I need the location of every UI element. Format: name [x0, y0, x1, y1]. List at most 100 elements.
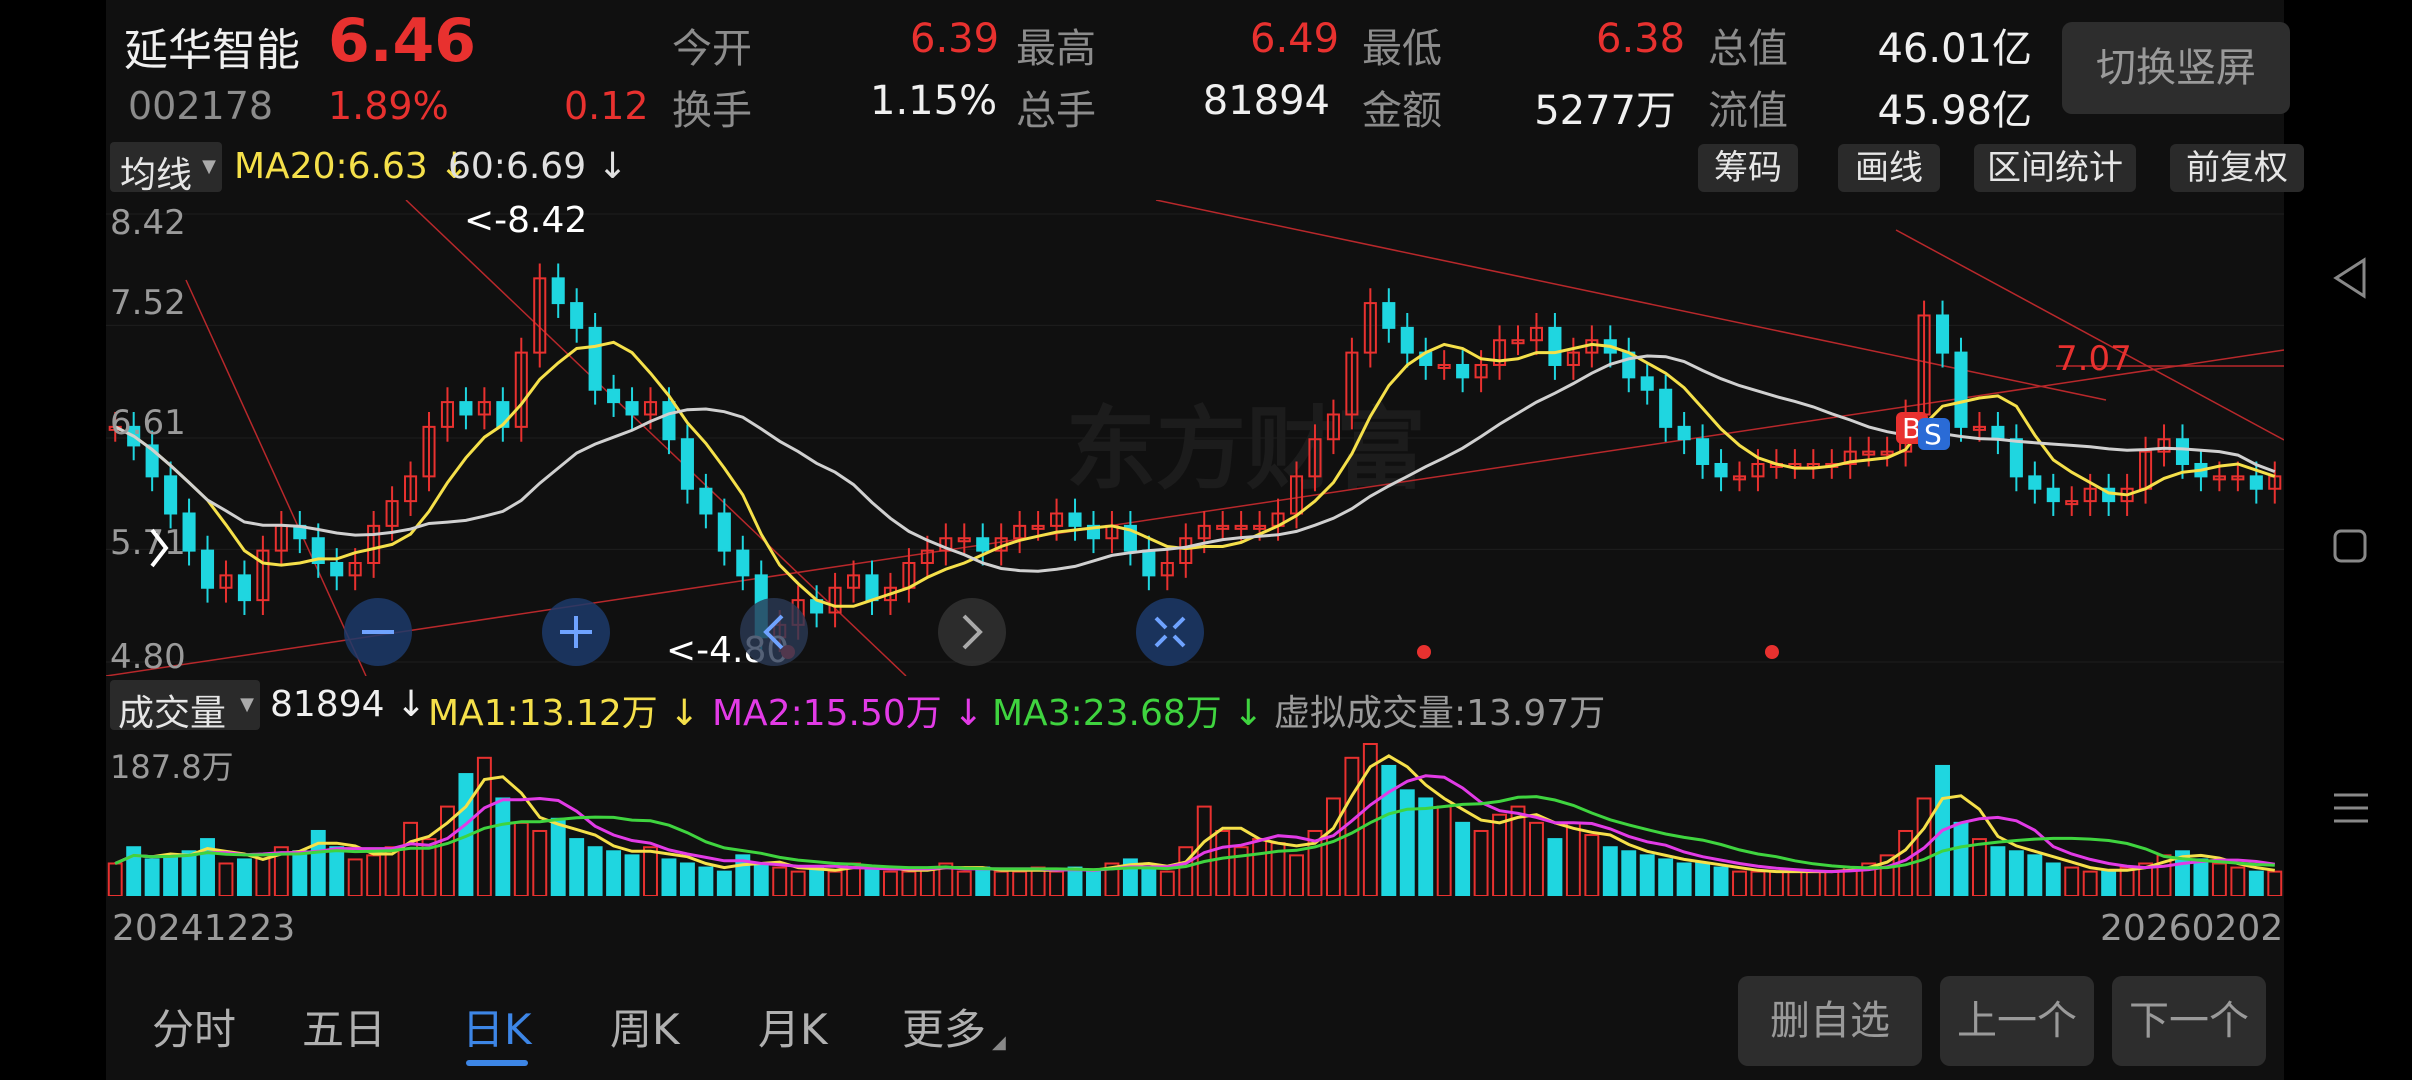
volume-bar [938, 862, 954, 896]
fit-screen-icon[interactable] [1136, 598, 1204, 666]
volume-bar [809, 866, 825, 896]
volume-selector[interactable]: 成交量 ▼ [110, 680, 260, 734]
candle-body [514, 351, 528, 428]
volume-bar [1824, 870, 1840, 896]
candle-body [1031, 524, 1045, 530]
price-axis-bottom: 4.80 [110, 637, 186, 676]
previous-stock-button[interactable]: 上一个 [1940, 976, 2094, 1066]
candle-body [1179, 537, 1193, 564]
tab-five-day[interactable]: 五日 [302, 1005, 387, 1054]
float-cap-label: 流值 [1708, 88, 1788, 134]
volume-bar [1086, 870, 1101, 896]
volume-bar [2082, 870, 2098, 896]
candle-body [551, 277, 565, 305]
candle-body [607, 388, 621, 404]
kline-chart[interactable]: 东方财富 8.42 7.52 6.61 5.71 4.80 <-8.42 <-4… [106, 200, 2284, 676]
candle-body [957, 537, 971, 543]
volume-bar [661, 858, 677, 896]
price-grid [106, 213, 2284, 663]
home-icon[interactable] [2332, 528, 2368, 564]
volume-selector-label: 成交量 [118, 693, 227, 734]
candle-body [1714, 462, 1728, 478]
volume-bar [2193, 858, 2209, 896]
volume-bar [1104, 862, 1120, 896]
switch-portrait-button[interactable]: 切换竖屏 [2062, 22, 2290, 114]
volume-bar [532, 829, 548, 896]
candle-body [865, 574, 879, 602]
zoom-in-icon[interactable] [542, 598, 610, 666]
volume-bar [163, 854, 179, 896]
volume-chart[interactable]: 187.8万 [106, 740, 2284, 896]
volume-bar [2101, 870, 2117, 896]
active-tab-indicator [466, 1060, 528, 1066]
candle-body [237, 574, 251, 602]
ma-selector[interactable]: 均线 ▼ [110, 142, 222, 196]
scroll-left-icon[interactable] [740, 598, 808, 666]
level-label: 7.07 [2056, 339, 2132, 379]
volume-bar [1584, 834, 1600, 896]
candle-body [1493, 339, 1507, 366]
candle-body [1345, 351, 1359, 416]
scroll-right-icon[interactable] [938, 598, 1006, 666]
volume-bar [2267, 870, 2283, 896]
volume-bar [569, 838, 585, 896]
back-icon[interactable] [2332, 256, 2368, 300]
trend-line [1895, 229, 2284, 441]
volume-ma1: MA1:13.12万 ↓ [428, 693, 700, 734]
candle-body [164, 475, 178, 515]
buy-marker-label: B [1902, 412, 1921, 445]
candle-body [440, 401, 455, 428]
candle-body [1289, 475, 1304, 515]
volume-bar [236, 858, 252, 896]
tab-daily-k[interactable]: 日K [462, 1005, 532, 1054]
next-stock-button[interactable]: 下一个 [2112, 976, 2266, 1066]
chip-distribution-button[interactable]: 筹码 [1698, 144, 1798, 192]
candle-body [1086, 524, 1101, 540]
zoom-out-icon[interactable] [344, 598, 412, 666]
tab-more[interactable]: 更多 [902, 1005, 987, 1054]
candle-body [1474, 363, 1488, 379]
volume-bar [347, 858, 363, 896]
remove-watchlist-button[interactable]: 删自选 [1738, 976, 1922, 1066]
candle-body [1326, 413, 1340, 441]
price-axis-mid3: 5.71 [110, 523, 186, 563]
candle-body [846, 574, 861, 589]
candle-body [1234, 524, 1248, 530]
candle-body [477, 401, 491, 416]
event-dot [1765, 645, 1779, 659]
candle-body [1991, 425, 2005, 441]
volume-bar [790, 870, 806, 896]
volume-bar [2064, 866, 2080, 896]
open-label: 今开 [672, 26, 752, 72]
price-axis-mid2: 6.61 [110, 403, 186, 443]
candle-body [1935, 314, 1950, 354]
volume-bar [403, 821, 419, 896]
tab-intraday[interactable]: 分时 [152, 1005, 237, 1054]
range-stats-button[interactable]: 区间统计 [1974, 144, 2136, 192]
candle-body [1677, 425, 1691, 441]
candle-body [311, 537, 325, 564]
expand-left-icon[interactable] [150, 528, 169, 568]
volume-bar [679, 862, 695, 896]
volume-bar [1713, 866, 1729, 896]
menu-icon[interactable] [2332, 790, 2370, 826]
volume-bar [864, 866, 880, 896]
trend-line [1155, 200, 2107, 401]
draw-line-button[interactable]: 画线 [1838, 144, 1940, 192]
volume-ma2: MA2:15.50万 ↓ [712, 693, 984, 734]
volume-bar [513, 821, 529, 896]
volume-bar [1455, 821, 1471, 896]
volume-bar [495, 797, 511, 896]
volume-bar [1252, 838, 1268, 896]
volume-bar [255, 854, 271, 896]
adjust-forward-button[interactable]: 前复权 [2170, 144, 2304, 192]
candle-body [680, 438, 694, 490]
volume-bars [107, 743, 2283, 896]
volume-bar [292, 850, 308, 896]
volume-bar [993, 870, 1009, 896]
tab-monthly-k[interactable]: 月K [758, 1005, 828, 1054]
low-label: 最低 [1362, 26, 1442, 72]
tab-weekly-k[interactable]: 周K [610, 1005, 680, 1054]
volume-bar [144, 858, 160, 896]
volume-bar [1805, 870, 1821, 896]
